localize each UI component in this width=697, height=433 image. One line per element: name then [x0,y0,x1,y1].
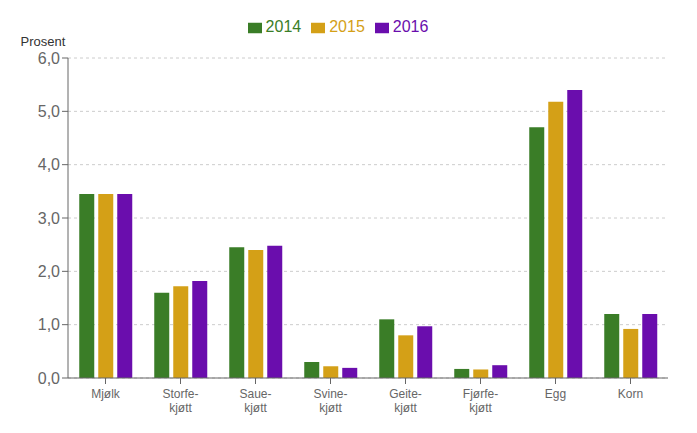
svg-text:4,0: 4,0 [38,156,60,173]
svg-text:Svine-kjøtt: Svine-kjøtt [313,387,347,415]
svg-text:Fjørfe-kjøtt: Fjørfe-kjøtt [463,387,498,415]
svg-text:Prosent: Prosent [21,34,66,49]
svg-text:Egg: Egg [545,387,566,401]
svg-text:6,0: 6,0 [38,50,60,67]
svg-text:Mjølk: Mjølk [91,387,121,401]
svg-text:Korn: Korn [618,387,643,401]
svg-text:Storfe-kjøtt: Storfe-kjøtt [162,387,198,415]
svg-text:Geite-kjøtt: Geite-kjøtt [389,387,422,415]
html-text:2016: 2016 [392,18,429,35]
html-text:2015: 2015 [329,18,365,35]
svg-text:2,0: 2,0 [38,263,60,280]
svg-text:3,0: 3,0 [38,210,60,227]
svg-text:1,0: 1,0 [38,316,60,333]
html-text:2014: 2014 [265,18,302,35]
svg-text:Saue-kjøtt: Saue-kjøtt [239,387,271,415]
svg-text:5,0: 5,0 [38,103,60,120]
svg-text:0,0: 0,0 [38,370,60,387]
